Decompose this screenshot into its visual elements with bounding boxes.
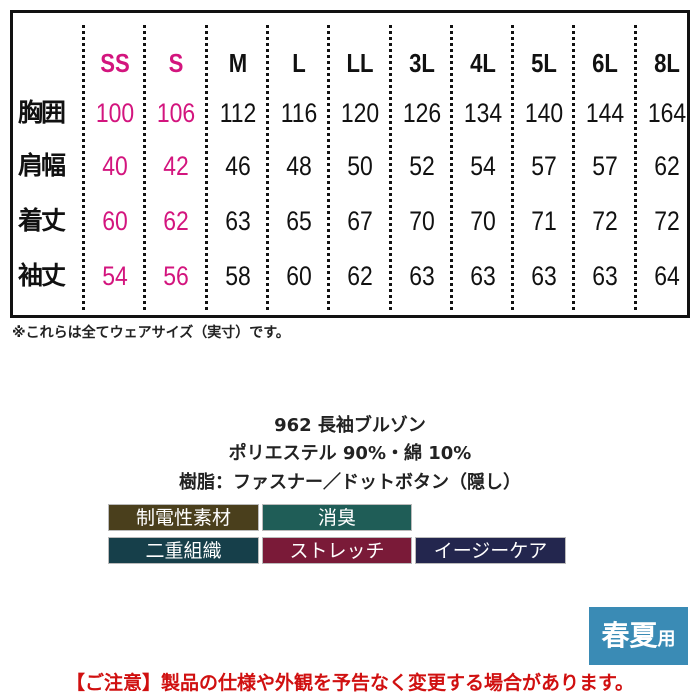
size-header: M xyxy=(228,48,247,78)
measurement-value: 63 xyxy=(531,261,557,291)
measurement-value: 40 xyxy=(102,151,128,181)
measurement-value: 70 xyxy=(408,206,435,236)
product-name: 962 長袖ブルゾン xyxy=(274,415,426,436)
size-table: SS S M L LL 3L 4L 5L 6L 8L 胸囲 100 106 112 116 120 126 134… xyxy=(10,10,690,318)
size-header: S xyxy=(168,48,184,78)
measurement-value: 57 xyxy=(531,151,557,181)
column-separator xyxy=(327,25,331,310)
warning-notice: 【ご注意】製品の仕様や外観を予告なく変更する場合があります。 xyxy=(65,672,635,694)
measurement-value: 67 xyxy=(347,206,373,236)
measurement-value: 164 xyxy=(647,98,686,128)
season-suffix: 用 xyxy=(657,629,676,650)
measurement-value: 116 xyxy=(280,98,318,128)
size-header: 6L xyxy=(592,48,619,78)
feature-badge-deodorant: 消臭 xyxy=(262,504,412,531)
measurement-value: 58 xyxy=(224,261,251,291)
measurement-value: 65 xyxy=(286,206,312,236)
feature-badge-easy-care: イージーケア xyxy=(415,537,566,564)
size-header: SS xyxy=(100,48,130,78)
measurement-value: 70 xyxy=(470,206,496,236)
measurement-value: 63 xyxy=(408,261,435,291)
measurement-value: 54 xyxy=(470,151,496,181)
season-badge: 春夏用 xyxy=(589,607,688,665)
size-header: L xyxy=(292,48,306,78)
measurement-value: 126 xyxy=(402,98,441,128)
column-separator xyxy=(449,25,453,310)
measurement-value: 56 xyxy=(163,261,190,291)
measurement-value: 100 xyxy=(95,98,135,128)
measurement-label: 肩幅 xyxy=(18,151,66,180)
measurement-value: 62 xyxy=(653,151,680,181)
feature-badge-antistatic: 制電性素材 xyxy=(108,504,259,531)
measurement-value: 50 xyxy=(347,151,373,181)
measurement-value: 48 xyxy=(286,151,312,181)
measurement-value: 63 xyxy=(224,206,251,236)
column-separator xyxy=(511,25,515,310)
measurement-value: 106 xyxy=(157,98,196,128)
measurement-value: 140 xyxy=(524,98,564,128)
column-separator xyxy=(572,25,576,310)
measurement-label: 袖丈 xyxy=(18,261,66,290)
size-header: 3L xyxy=(408,48,435,78)
measurement-value: 72 xyxy=(653,206,680,236)
column-separator xyxy=(204,25,208,310)
column-separator xyxy=(143,25,147,310)
measurement-value: 64 xyxy=(653,261,680,291)
column-separator xyxy=(633,25,637,310)
product-material: ポリエステル 90%・綿 10% xyxy=(228,443,472,464)
measurement-value: 112 xyxy=(219,98,256,128)
measurement-value: 71 xyxy=(531,206,557,236)
measurement-label: 着丈 xyxy=(18,206,66,235)
size-header: LL xyxy=(346,48,374,78)
measurement-value: 63 xyxy=(592,261,619,291)
measurement-value: 120 xyxy=(341,98,380,128)
column-separator xyxy=(265,25,269,310)
size-note: ※これらは全てウェアサイズ（実寸）です。 xyxy=(12,325,290,341)
measurement-value: 63 xyxy=(470,261,496,291)
product-fastener: 樹脂：ファスナー／ドットボタン（隠し） xyxy=(179,472,521,493)
column-separator xyxy=(82,25,85,310)
size-header: 8L xyxy=(653,48,680,78)
measurement-value: 57 xyxy=(592,151,619,181)
measurement-value: 60 xyxy=(286,261,312,291)
measurement-value: 144 xyxy=(586,98,625,128)
column-separator xyxy=(388,25,392,310)
measurement-value: 62 xyxy=(347,261,373,291)
measurement-label: 胸囲 xyxy=(18,98,66,127)
feature-badge-double-weave: 二重組織 xyxy=(108,537,259,564)
measurement-value: 134 xyxy=(463,98,502,128)
measurement-value: 42 xyxy=(163,151,190,181)
size-header: 5L xyxy=(531,48,557,78)
measurement-value: 52 xyxy=(408,151,435,181)
size-header: 4L xyxy=(469,48,496,78)
measurement-value: 54 xyxy=(102,261,128,291)
season-main: 春夏 xyxy=(601,619,658,652)
feature-badge-stretch: ストレッチ xyxy=(262,537,412,564)
measurement-value: 72 xyxy=(592,206,619,236)
measurement-value: 62 xyxy=(163,206,190,236)
measurement-value: 60 xyxy=(102,206,128,236)
measurement-value: 46 xyxy=(224,151,251,181)
